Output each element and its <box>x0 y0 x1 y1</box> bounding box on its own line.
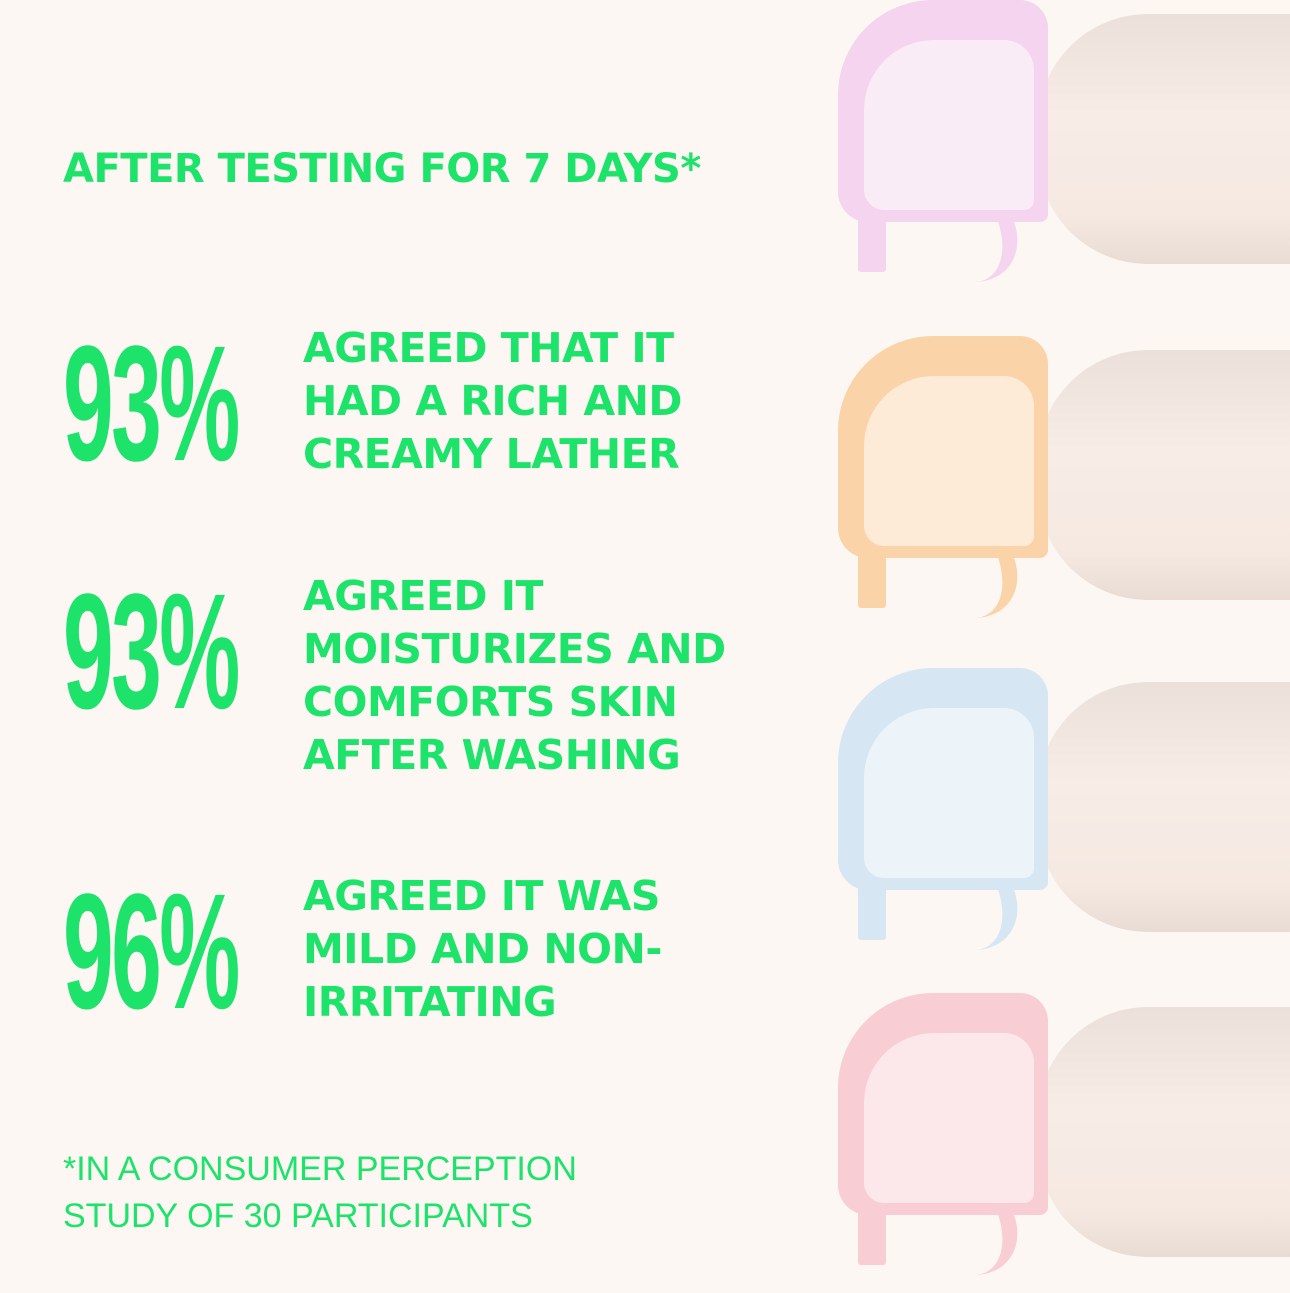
stat-description: AGREED THAT IT HAD A RICH AND CREAMY LAT… <box>303 322 682 481</box>
desc-line: AGREED IT WAS <box>303 872 660 920</box>
desc-line: AFTER WASHING <box>303 731 681 779</box>
desc-line: HAD A RICH AND <box>303 377 682 425</box>
product-bottle: dojo <box>828 668 1290 968</box>
spray-trigger <box>928 890 1034 950</box>
desc-line: IRRITATING <box>303 978 557 1026</box>
bottle-body: dojo <box>1038 682 1290 932</box>
product-bottle: dojo <box>828 993 1290 1293</box>
desc-line: MILD AND NON- <box>303 925 662 973</box>
spray-cap <box>838 668 1048 890</box>
cap-highlight <box>864 708 1034 878</box>
spray-trigger <box>928 558 1034 618</box>
bottle-body: dojo <box>1038 14 1290 264</box>
stat-percent: 96% <box>63 860 240 1044</box>
spray-cap <box>838 336 1048 558</box>
footnote: *IN A CONSUMER PERCEPTION STUDY OF 30 PA… <box>63 1146 577 1240</box>
desc-line: MOISTURIZES AND <box>303 625 726 673</box>
desc-line: COMFORTS SKIN <box>303 678 678 726</box>
cap-highlight <box>864 376 1034 546</box>
product-bottle: dojo <box>828 336 1290 636</box>
cap-highlight <box>864 40 1034 210</box>
stat-percent: 93% <box>63 560 240 744</box>
desc-line: AGREED IT <box>303 572 543 620</box>
stat-description: AGREED IT WAS MILD AND NON- IRRITATING <box>303 870 662 1029</box>
product-bottle: dojo <box>828 0 1290 300</box>
spray-cap <box>838 0 1048 222</box>
footnote-line: *IN A CONSUMER PERCEPTION <box>63 1150 577 1188</box>
page-title: AFTER TESTING FOR 7 DAYS* <box>63 146 701 192</box>
spray-trigger <box>928 222 1034 282</box>
stat-percent: 93% <box>63 312 240 496</box>
cap-highlight <box>864 1033 1034 1203</box>
footnote-line: STUDY OF 30 PARTICIPANTS <box>63 1197 533 1235</box>
stat-description: AGREED IT MOISTURIZES AND COMFORTS SKIN … <box>303 570 726 782</box>
spray-trigger <box>928 1215 1034 1275</box>
spray-cap <box>838 993 1048 1215</box>
bottle-body: dojo <box>1038 1007 1290 1257</box>
bottle-body: dojo <box>1038 350 1290 600</box>
desc-line: CREAMY LATHER <box>303 430 680 478</box>
desc-line: AGREED THAT IT <box>303 324 674 372</box>
